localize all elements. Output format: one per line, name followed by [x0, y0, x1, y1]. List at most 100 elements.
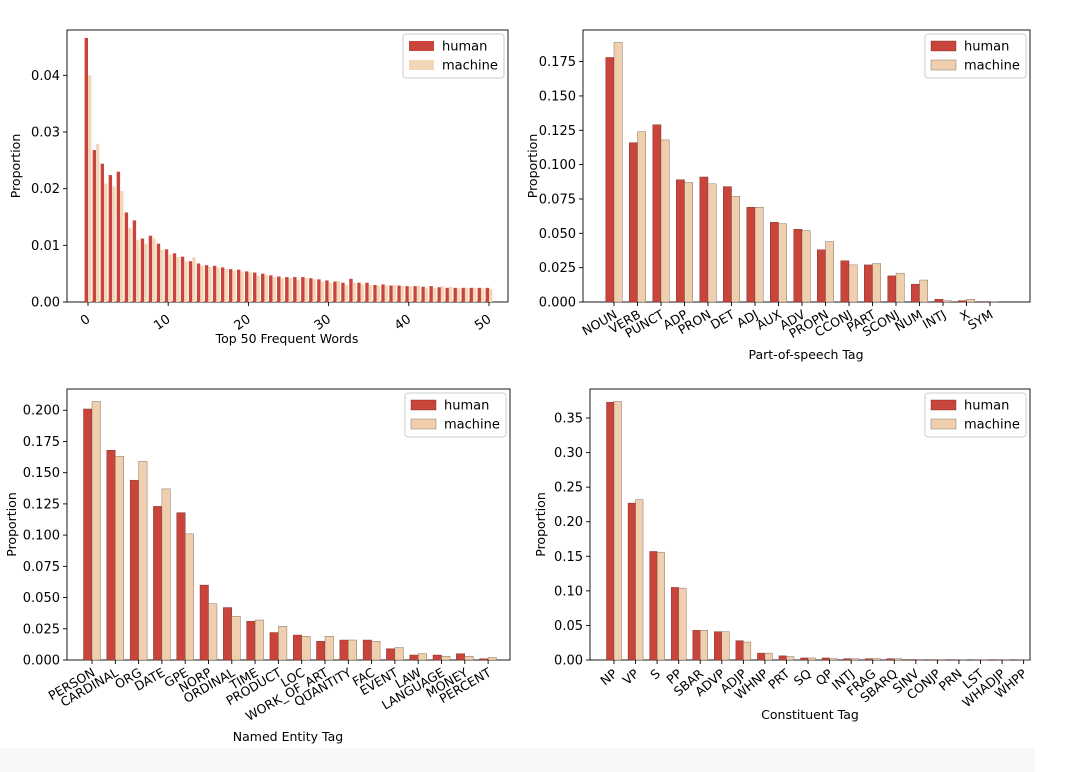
bar-machine: [254, 619, 264, 661]
bar-machine: [144, 243, 148, 302]
bar-human: [362, 639, 372, 661]
y-tick-label: 0.025: [23, 622, 60, 637]
bar-human: [196, 263, 201, 302]
bar-machine: [88, 75, 92, 302]
bar-human: [357, 282, 361, 302]
bar-human: [821, 657, 830, 661]
bar-machine: [91, 401, 101, 661]
y-tick-label: 0.100: [23, 529, 60, 544]
bar-human: [437, 287, 441, 302]
legend-swatch-machine: [930, 418, 957, 430]
bar-machine: [731, 196, 741, 303]
x-tick-label: VP: [620, 666, 642, 688]
bar-machine: [320, 281, 324, 302]
bar-machine: [138, 461, 148, 661]
bar-human: [236, 269, 241, 302]
bar-machine: [418, 653, 427, 661]
bar-human: [864, 264, 873, 303]
bar-human: [652, 124, 662, 303]
bar-human: [865, 658, 873, 661]
bar-machine: [678, 587, 687, 661]
bar-machine: [240, 271, 244, 302]
bar-machine: [278, 626, 288, 661]
bar-machine: [264, 274, 268, 302]
bar-machine: [472, 287, 477, 302]
x-tick-label: 50: [472, 312, 494, 334]
bar-human: [365, 282, 369, 302]
y-tick-label: 0.00: [31, 296, 60, 311]
bar-human: [405, 286, 409, 302]
legend-swatch-human: [410, 399, 437, 411]
legend-label-machine: machine: [964, 59, 1020, 74]
bar-machine: [120, 190, 124, 302]
bar-human: [445, 287, 449, 302]
bar-human: [253, 272, 257, 302]
bar-machine: [707, 183, 717, 303]
x-tick-label: SQ: [791, 666, 814, 689]
bar-machine: [456, 288, 461, 302]
bar-human: [132, 220, 137, 302]
bar-machine: [231, 616, 241, 661]
bar-machine: [942, 300, 952, 303]
bar-human: [180, 256, 185, 302]
bar-machine: [464, 656, 474, 661]
bar-machine: [324, 636, 334, 661]
legend-swatch-human: [409, 41, 434, 51]
bar-human: [349, 278, 353, 302]
y-tick-label: 0.175: [23, 435, 60, 450]
bar-machine: [754, 207, 764, 303]
bar-human: [301, 277, 305, 302]
bar-machine: [786, 656, 795, 661]
bar-human: [212, 265, 217, 302]
bar-machine: [635, 499, 644, 661]
y-tick-label: 0.02: [31, 182, 60, 197]
bar-human: [246, 621, 256, 661]
bar-human: [100, 163, 105, 302]
x-tick-label: PRT: [765, 666, 793, 692]
bar-machine: [301, 636, 311, 661]
bar-human: [461, 287, 465, 302]
y-tick-label: 0.100: [539, 158, 576, 173]
y-tick-label: 0.075: [539, 192, 576, 207]
bar-machine: [848, 264, 858, 303]
bar-machine: [136, 240, 140, 302]
bar-human: [386, 648, 396, 661]
bar-human: [389, 285, 393, 302]
bar-machine: [613, 401, 622, 661]
y-tick-label: 0.01: [31, 239, 60, 254]
bar-machine: [966, 299, 976, 303]
bar-machine: [480, 288, 485, 302]
bar-human: [269, 632, 279, 661]
bar-human: [413, 286, 417, 302]
bar-human: [887, 275, 897, 303]
y-tick-label: 0.10: [554, 584, 583, 599]
bar-human: [116, 171, 121, 302]
bar-machine: [184, 533, 194, 661]
bar-machine: [656, 551, 665, 661]
bar-machine: [424, 288, 429, 302]
x-axis-label: Constituent Tag: [761, 707, 859, 722]
bar-machine: [408, 286, 413, 302]
y-tick-label: 0.050: [23, 591, 60, 606]
bar-machine: [807, 657, 816, 661]
chart-constituent-tag: 0.00 0.05 0.10 0.15 0.20 0.25 0.30 0.35 Proporti…: [533, 388, 1032, 722]
bar-human: [934, 299, 944, 303]
bar-machine: [256, 275, 260, 302]
bar-machine: [112, 186, 116, 302]
bar-machine: [336, 281, 341, 302]
x-axis-label: Named Entity Tag: [233, 729, 343, 744]
bar-human: [605, 57, 615, 303]
bar-machine: [394, 647, 404, 661]
y-tick-label: 0.200: [23, 404, 60, 419]
bar-human: [204, 265, 209, 302]
x-tick-label: SYM: [965, 307, 995, 333]
bar-machine: [489, 288, 493, 302]
bar-machine: [613, 42, 623, 303]
bar-human: [83, 408, 93, 661]
bar-human: [223, 607, 233, 661]
bar-machine: [464, 287, 469, 302]
bar-human: [735, 640, 744, 661]
bar-machine: [376, 285, 381, 302]
y-tick-label: 0.00: [554, 654, 583, 669]
